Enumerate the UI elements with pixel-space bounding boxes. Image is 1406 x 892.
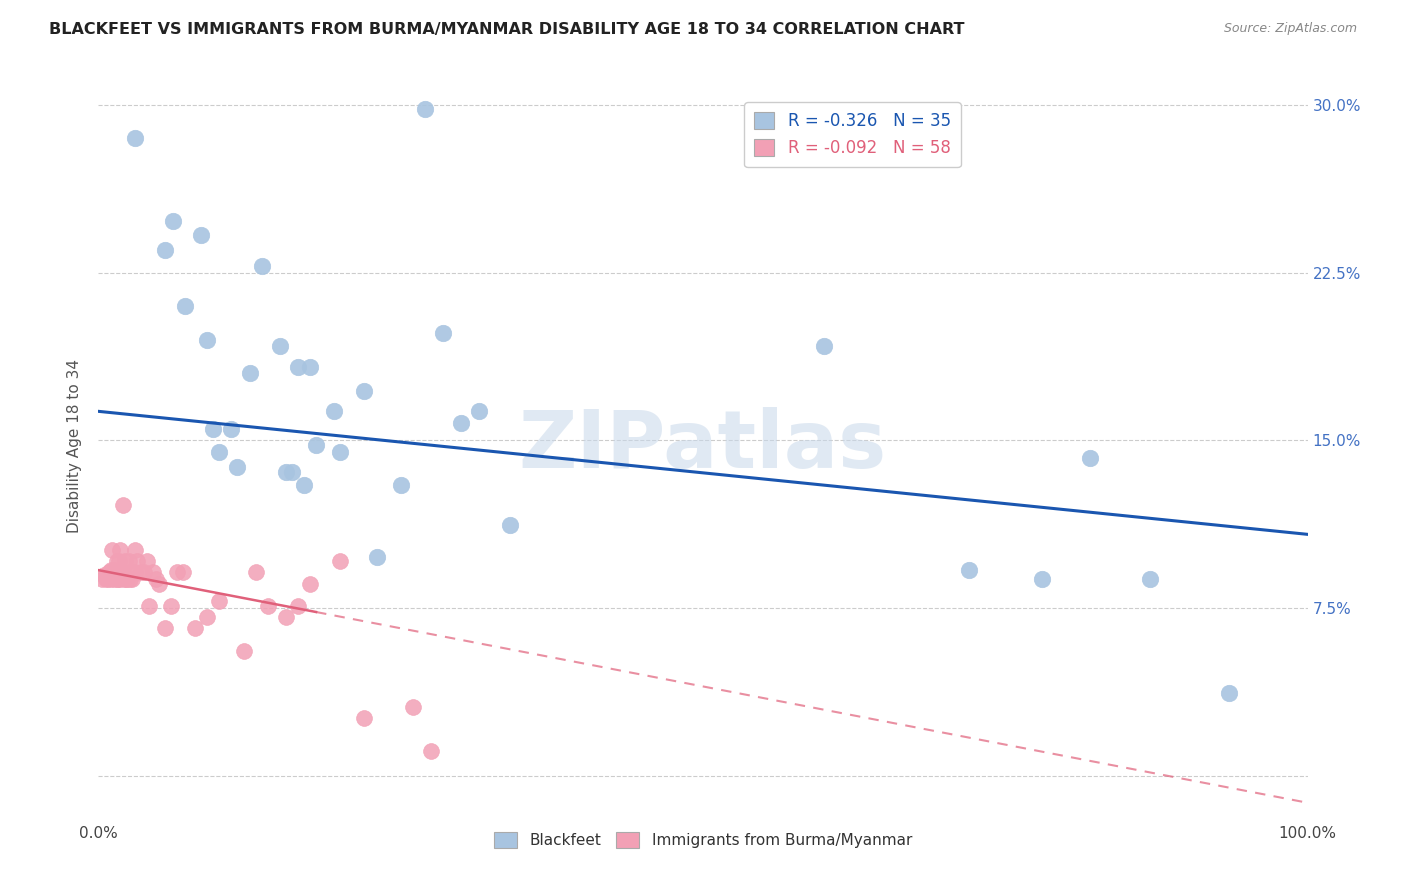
Point xyxy=(208,444,231,458)
Point xyxy=(118,554,141,568)
Point xyxy=(174,299,197,313)
Point xyxy=(232,643,254,657)
Text: ZIPatlas: ZIPatlas xyxy=(519,407,887,485)
Point xyxy=(353,711,375,725)
Point xyxy=(1031,572,1053,586)
Point xyxy=(98,566,121,580)
Point xyxy=(281,465,304,479)
Point xyxy=(160,599,183,613)
Point xyxy=(138,599,160,613)
Point xyxy=(274,610,297,624)
Point xyxy=(153,621,176,635)
Point xyxy=(105,572,128,586)
Point xyxy=(153,244,176,258)
Point xyxy=(110,566,132,580)
Point xyxy=(107,572,129,586)
Text: BLACKFEET VS IMMIGRANTS FROM BURMA/MYANMAR DISABILITY AGE 18 TO 34 CORRELATION C: BLACKFEET VS IMMIGRANTS FROM BURMA/MYANM… xyxy=(49,22,965,37)
Point xyxy=(100,543,122,558)
Point xyxy=(239,367,262,381)
Point xyxy=(957,563,980,577)
Point xyxy=(142,566,165,580)
Point xyxy=(148,576,170,591)
Point xyxy=(135,554,157,568)
Point xyxy=(432,326,454,340)
Point xyxy=(1078,451,1101,466)
Point xyxy=(329,444,352,458)
Point xyxy=(100,563,122,577)
Point xyxy=(103,563,125,577)
Point xyxy=(107,566,129,580)
Point xyxy=(195,610,218,624)
Point xyxy=(124,566,146,580)
Point xyxy=(190,227,212,242)
Point xyxy=(366,549,388,564)
Point xyxy=(129,566,152,580)
Point xyxy=(287,359,309,374)
Point xyxy=(118,572,141,586)
Point xyxy=(250,259,273,273)
Point xyxy=(420,744,443,758)
Point xyxy=(329,554,352,568)
Point xyxy=(108,572,131,586)
Point xyxy=(498,518,520,533)
Point xyxy=(112,572,135,586)
Point xyxy=(402,699,425,714)
Point xyxy=(287,599,309,613)
Point xyxy=(100,572,122,586)
Point xyxy=(450,416,472,430)
Point xyxy=(256,599,278,613)
Point xyxy=(134,566,156,580)
Point xyxy=(96,567,118,582)
Point xyxy=(166,566,188,580)
Point xyxy=(195,333,218,347)
Point xyxy=(105,554,128,568)
Point xyxy=(91,572,114,586)
Point xyxy=(108,543,131,558)
Point xyxy=(111,498,134,512)
Point xyxy=(97,572,120,586)
Point xyxy=(221,422,243,436)
Point xyxy=(813,339,835,353)
Point xyxy=(245,566,267,580)
Point xyxy=(114,554,136,568)
Point xyxy=(389,478,412,492)
Point xyxy=(93,567,115,582)
Point xyxy=(117,572,139,586)
Point xyxy=(121,572,143,586)
Point xyxy=(111,566,134,580)
Point xyxy=(94,572,117,586)
Point xyxy=(184,621,207,635)
Point xyxy=(299,576,322,591)
Point xyxy=(413,103,436,117)
Point xyxy=(269,339,291,353)
Y-axis label: Disability Age 18 to 34: Disability Age 18 to 34 xyxy=(67,359,83,533)
Point xyxy=(108,554,131,568)
Point xyxy=(120,566,142,580)
Point xyxy=(468,404,491,418)
Point xyxy=(103,572,125,586)
Point xyxy=(274,465,297,479)
Point xyxy=(202,422,225,436)
Point xyxy=(292,478,315,492)
Point xyxy=(172,566,194,580)
Point xyxy=(104,566,127,580)
Point xyxy=(305,438,328,452)
Point xyxy=(353,384,375,399)
Point xyxy=(1218,686,1240,700)
Point xyxy=(127,554,149,568)
Point xyxy=(1139,572,1161,586)
Point xyxy=(226,460,249,475)
Text: Source: ZipAtlas.com: Source: ZipAtlas.com xyxy=(1223,22,1357,36)
Point xyxy=(101,566,124,580)
Point xyxy=(145,572,167,586)
Legend: Blackfeet, Immigrants from Burma/Myanmar: Blackfeet, Immigrants from Burma/Myanmar xyxy=(488,826,918,855)
Point xyxy=(162,214,184,228)
Point xyxy=(323,404,346,418)
Point xyxy=(115,572,138,586)
Point xyxy=(208,594,231,608)
Point xyxy=(124,131,146,145)
Point xyxy=(124,543,146,558)
Point xyxy=(299,359,322,374)
